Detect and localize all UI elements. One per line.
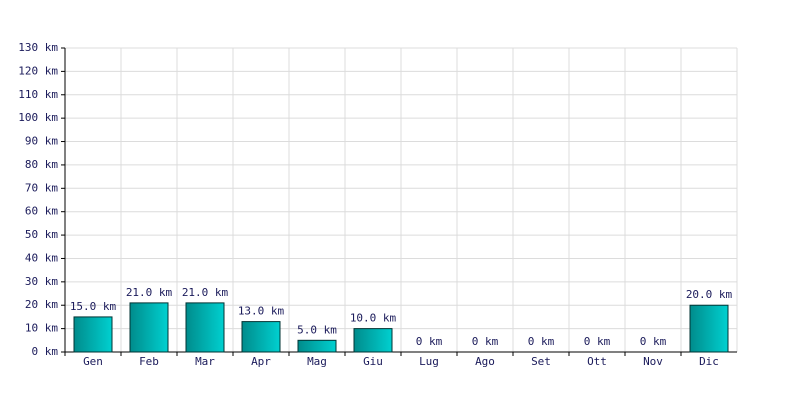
bar [241, 321, 281, 353]
bar [297, 339, 337, 353]
x-tick-label: Ott [587, 355, 607, 368]
bar [185, 302, 225, 353]
value-label: 21.0 km [126, 286, 173, 299]
value-label: 0 km [472, 335, 499, 348]
y-tick-label: 70 km [25, 181, 58, 194]
x-tick-label: Lug [419, 355, 439, 368]
x-tick-label: Dic [699, 355, 719, 368]
y-tick-label: 110 km [18, 88, 58, 101]
x-tick-label: Set [531, 355, 551, 368]
y-tick-label: 30 km [25, 275, 58, 288]
y-tick-label: 80 km [25, 158, 58, 171]
value-label: 5.0 km [297, 323, 337, 336]
bar [353, 328, 393, 353]
bar [689, 304, 729, 353]
bar [73, 316, 113, 353]
value-label: 13.0 km [238, 305, 285, 318]
y-tick-label: 60 km [25, 205, 58, 218]
y-tick-label: 130 km [18, 41, 58, 54]
value-label: 0 km [640, 335, 667, 348]
y-tick-label: 120 km [18, 64, 58, 77]
y-tick-label: 10 km [25, 322, 58, 335]
value-label: 15.0 km [70, 300, 117, 313]
y-tick-label: 100 km [18, 111, 58, 124]
x-tick-label: Ago [475, 355, 495, 368]
y-tick-label: 50 km [25, 228, 58, 241]
value-label: 0 km [416, 335, 443, 348]
y-tick-label: 90 km [25, 135, 58, 148]
x-tick-label: Apr [251, 355, 271, 368]
x-tick-label: Nov [643, 355, 663, 368]
x-tick-label: Mag [307, 355, 327, 368]
value-label: 21.0 km [182, 286, 229, 299]
value-label: 0 km [584, 335, 611, 348]
y-tick-label: 20 km [25, 298, 58, 311]
x-tick-label: Feb [139, 355, 159, 368]
x-tick-label: Mar [195, 355, 215, 368]
x-tick-label: Giu [363, 355, 383, 368]
value-label: 10.0 km [350, 312, 397, 325]
value-label: 20.0 km [686, 288, 733, 301]
x-tick-label: Gen [83, 355, 103, 368]
bar [129, 302, 169, 353]
y-tick-label: 40 km [25, 251, 58, 264]
value-label: 0 km [528, 335, 555, 348]
y-tick-label: 0 km [32, 345, 59, 358]
